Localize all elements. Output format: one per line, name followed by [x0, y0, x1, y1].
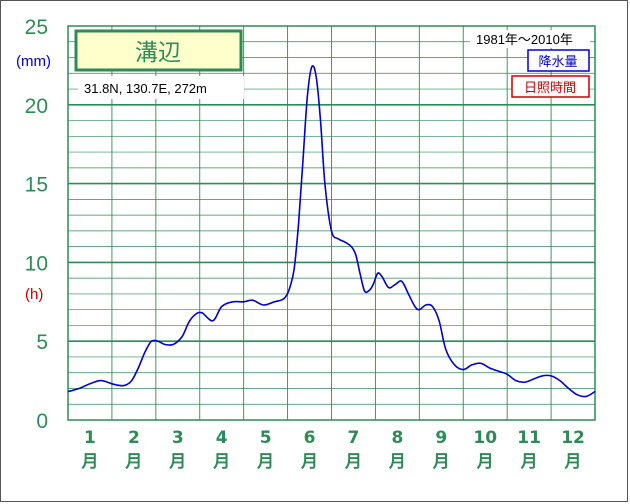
month-kanji-label: 月 — [168, 452, 186, 472]
month-number-label: 2 — [128, 428, 140, 448]
major-grid — [68, 104, 595, 343]
month-kanji-label: 月 — [564, 452, 582, 472]
period-label: 1981年〜2010年 — [476, 32, 573, 47]
legend-precip-box — [527, 49, 590, 72]
month-kanji-label: 月 — [300, 452, 318, 472]
legend-sunshine-label: 日照時間 — [524, 81, 576, 96]
month-kanji-label: 月 — [344, 452, 362, 472]
month-kanji-label: 月 — [388, 452, 406, 472]
y-tick-label: 0 — [36, 410, 48, 433]
y-tick-label: 25 — [25, 16, 48, 39]
series-group — [67, 64, 596, 398]
month-number-label: 9 — [435, 428, 447, 448]
location-box — [78, 76, 244, 99]
y-tick-label: 5 — [36, 331, 48, 354]
month-kanji-label: 月 — [432, 452, 450, 472]
location-label: 31.8N, 130.7E, 272m — [84, 81, 207, 96]
month-number-label: 6 — [304, 428, 316, 448]
station-title: 溝辺 — [135, 40, 181, 66]
month-number-label: 7 — [348, 428, 360, 448]
y-tick-label: 20 — [25, 95, 48, 118]
station-title-box — [74, 29, 243, 72]
sunshine-unit-label: (h) — [25, 286, 43, 303]
month-number-label: 11 — [517, 428, 541, 448]
month-number-label: 12 — [561, 428, 585, 448]
precipitation-series-line — [67, 64, 596, 398]
y-tick-labels: 0 5 10 15 20 25 — [25, 16, 48, 433]
month-kanji-label: 月 — [476, 452, 494, 472]
x-tick-labels: 1 月 2 月 3 月 4 月 5 月 6 月 7 月 8 月 9 月 10 月 11 月 12 月 — [80, 428, 584, 472]
period-box — [470, 30, 590, 48]
month-number-label: 3 — [172, 428, 184, 448]
month-number-label: 8 — [391, 428, 403, 448]
precip-unit-label: (mm) — [16, 53, 51, 70]
month-kanji-label: 月 — [256, 452, 274, 472]
month-number-label: 4 — [216, 428, 228, 448]
plot-border — [67, 25, 596, 421]
month-kanji-label: 月 — [124, 452, 142, 472]
month-kanji-label: 月 — [520, 452, 538, 472]
y-tick-label: 15 — [25, 174, 48, 197]
month-number-label: 1 — [84, 428, 96, 448]
month-kanji-label: 月 — [212, 452, 230, 472]
month-number-label: 5 — [260, 428, 272, 448]
legend-precip-label: 降水量 — [538, 55, 577, 70]
y-tick-label: 10 — [25, 252, 48, 275]
legend-sunshine-box — [511, 75, 590, 98]
month-kanji-label: 月 — [80, 452, 98, 472]
month-number-label: 10 — [473, 428, 497, 448]
